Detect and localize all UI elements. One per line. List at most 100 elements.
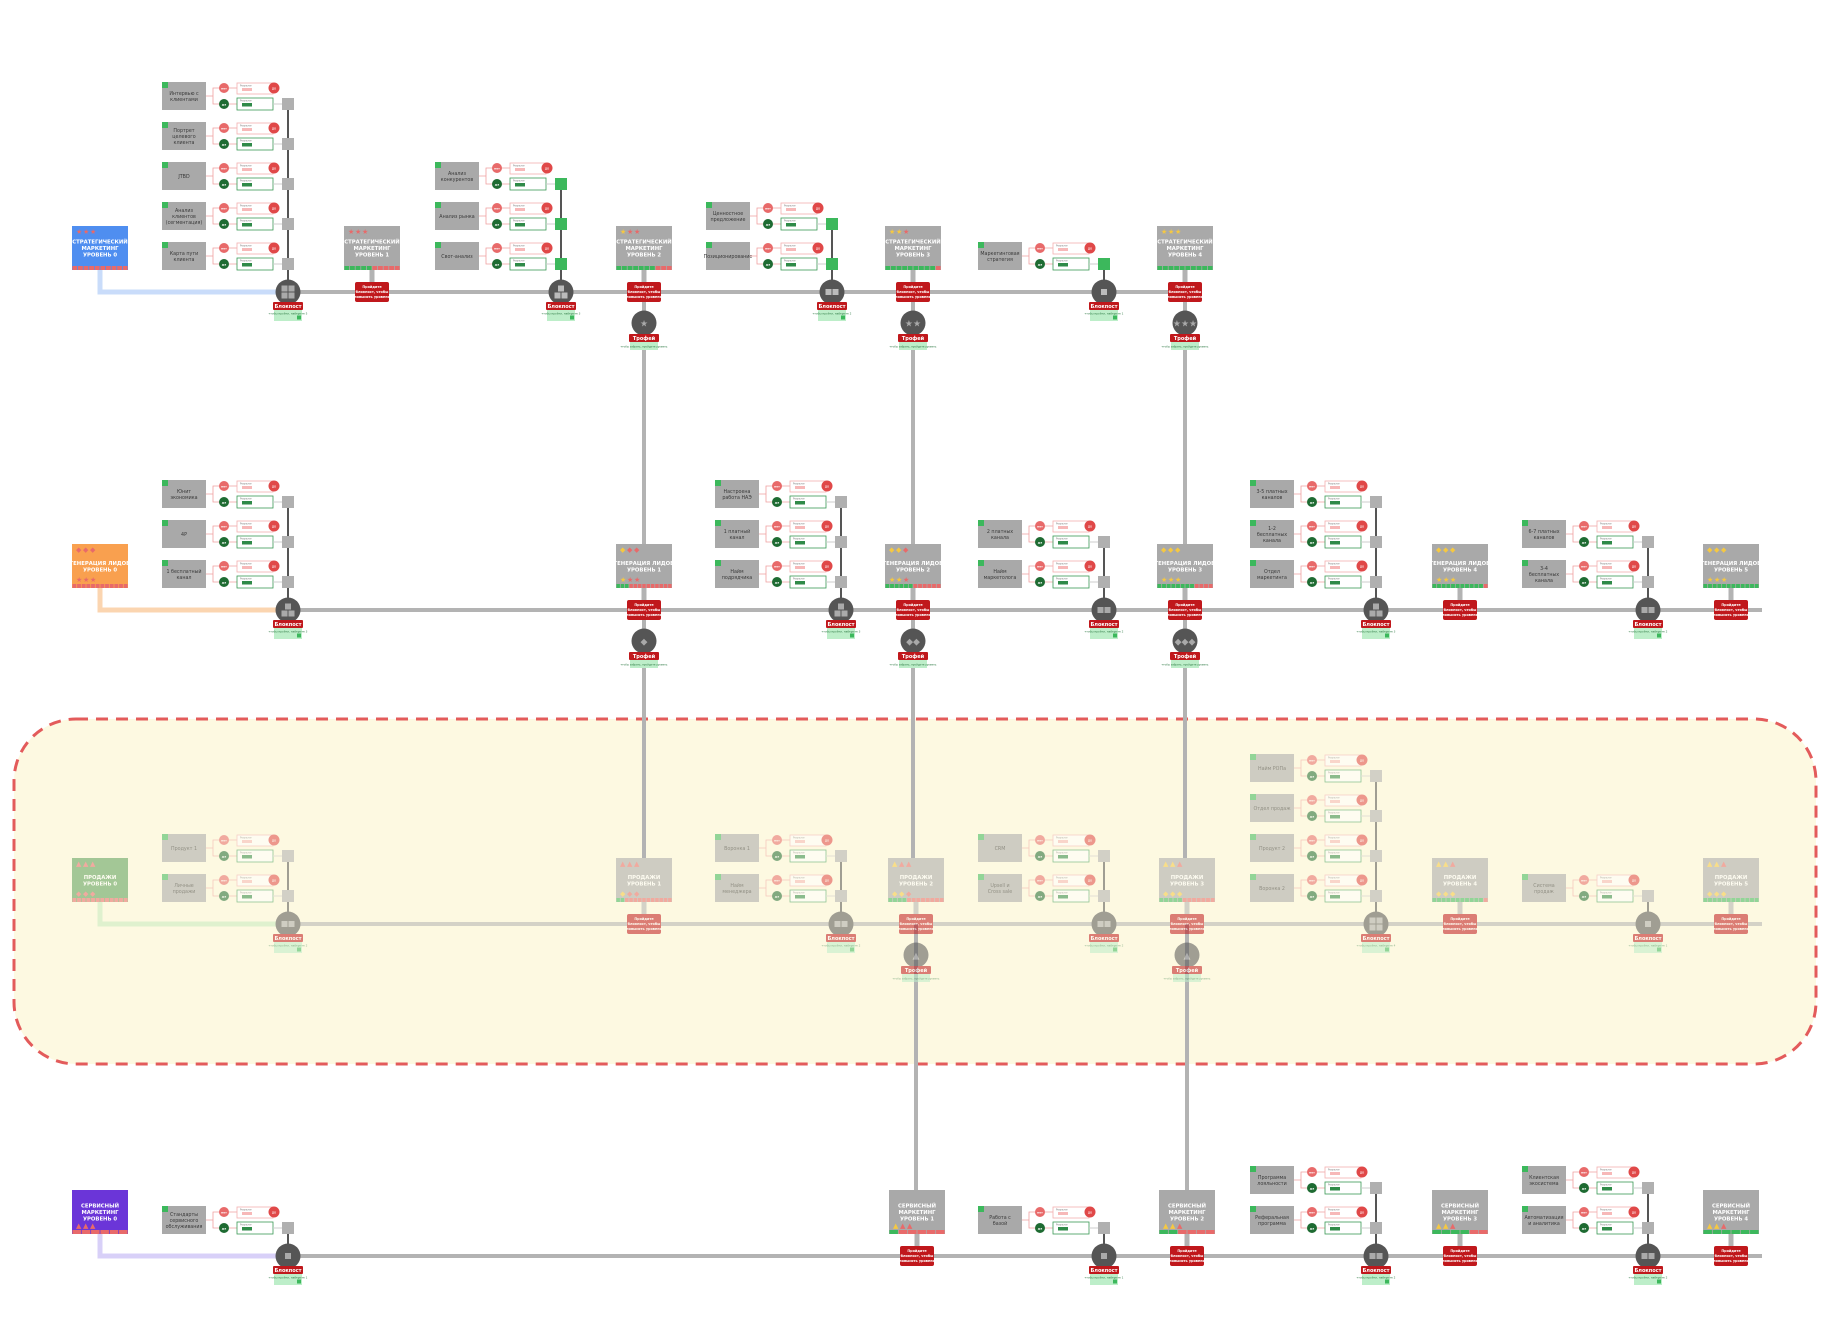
checkpoint-1-1[interactable]: Настроена работа НАЭ нет Результат go да Резул… [715, 480, 861, 639]
task-item[interactable]: 3-5 платных каналов нет Результат go да Резуль… [1250, 480, 1382, 509]
task-item[interactable]: 3-4 бесплатных канала нет Результат go да Резул… [1522, 560, 1654, 589]
task-item[interactable]: 1-2 бесплатных канала нет Результат go да Резул… [1250, 520, 1382, 549]
yes-button[interactable] [1579, 577, 1589, 587]
task-item[interactable]: Автоматизация и аналитика нет Результат go да… [1522, 1206, 1654, 1235]
task-card[interactable] [435, 162, 479, 190]
yes-button[interactable] [1307, 497, 1317, 507]
yes-button[interactable] [1579, 1223, 1589, 1233]
no-button[interactable] [219, 83, 229, 93]
no-button[interactable] [219, 521, 229, 531]
go-button[interactable] [268, 560, 280, 572]
no-button[interactable] [1307, 1207, 1317, 1217]
go-button[interactable] [1356, 560, 1368, 572]
checkpoint-3-2[interactable]: Программа лояльности нет Результат go да Резул… [1250, 1166, 1396, 1285]
task-card[interactable] [715, 520, 759, 548]
go-button[interactable] [1356, 834, 1368, 846]
task-item[interactable]: Ценностное предложение нет Результат go да Рез… [706, 202, 838, 231]
no-button[interactable] [1307, 481, 1317, 491]
yes-button[interactable] [492, 179, 502, 189]
no-button[interactable] [1035, 243, 1045, 253]
yes-button[interactable] [1035, 537, 1045, 547]
checkpoint-hub-circle[interactable] [275, 279, 301, 305]
task-item[interactable]: Портрет целевого клиента нет Результат go да Ре… [162, 122, 294, 151]
go-button[interactable] [1356, 794, 1368, 806]
yes-button[interactable] [492, 219, 502, 229]
go-button[interactable] [541, 242, 553, 254]
go-button[interactable] [1628, 560, 1640, 572]
no-button[interactable] [1579, 521, 1589, 531]
yes-button[interactable] [219, 577, 229, 587]
checkpoint-3-1[interactable]: Работа с базой нет Результат go да Результат Бл… [978, 1206, 1124, 1285]
go-button[interactable] [1628, 1166, 1640, 1178]
task-card[interactable] [715, 480, 759, 508]
no-button[interactable] [219, 835, 229, 845]
go-button[interactable] [1628, 874, 1640, 886]
task-item[interactable]: Отдел продаж нет Результат go да Результат [1250, 794, 1382, 823]
no-button[interactable] [492, 163, 502, 173]
task-card[interactable] [1250, 520, 1294, 548]
no-button[interactable] [772, 481, 782, 491]
checkpoint-0-0[interactable]: Интервью с клиентами нет Результат go да Резул… [162, 82, 308, 321]
task-card[interactable] [162, 122, 206, 150]
go-button[interactable] [268, 874, 280, 886]
checkpoint-hub-circle[interactable] [1363, 597, 1389, 623]
task-card[interactable] [162, 162, 206, 190]
task-item[interactable]: Стандарты сервисного обслуживания нет Резуль… [162, 1206, 294, 1235]
task-card[interactable] [1522, 520, 1566, 548]
go-button[interactable] [268, 520, 280, 532]
task-item[interactable]: Анализ рынка нет Результат go да Результат [435, 202, 567, 231]
task-item[interactable]: CRM нет Результат go да Результат [978, 834, 1110, 863]
no-button[interactable] [772, 521, 782, 531]
task-item[interactable]: Upsell и Cross sale нет Результат go да Резуль… [978, 874, 1110, 903]
trophy[interactable]: ▲ Трофей чтобы забрать, пройдите уровень [1164, 942, 1211, 983]
no-button[interactable] [219, 163, 229, 173]
go-button[interactable] [1084, 520, 1096, 532]
task-item[interactable]: Продукт 1 нет Результат go да Результат [162, 834, 294, 863]
no-button[interactable] [772, 835, 782, 845]
task-card[interactable] [435, 202, 479, 230]
task-item[interactable]: Найм менеджера нет Результат go да Результат [715, 874, 847, 903]
task-item[interactable]: 1 бесплатный канал нет Результат go да Результ… [162, 560, 294, 589]
task-item[interactable]: Анализ конкурентов нет Результат go да Результ… [435, 162, 567, 191]
yes-button[interactable] [1035, 1223, 1045, 1233]
task-item[interactable]: Личные продажи нет Результат go да Результат [162, 874, 294, 903]
checkpoint-0-3[interactable]: Маркетинговая стратегия нет Результат go да Ре… [978, 242, 1124, 321]
yes-button[interactable] [219, 851, 229, 861]
trophy[interactable]: ◆◆ Трофей чтобы забрать, пройдите уровень [890, 628, 937, 669]
no-button[interactable] [492, 203, 502, 213]
yes-button[interactable] [1307, 537, 1317, 547]
task-card[interactable] [1250, 874, 1294, 902]
task-card[interactable] [162, 520, 206, 548]
go-button[interactable] [268, 480, 280, 492]
task-card[interactable] [978, 520, 1022, 548]
no-button[interactable] [763, 203, 773, 213]
yes-button[interactable] [219, 1223, 229, 1233]
no-button[interactable] [219, 203, 229, 213]
go-button[interactable] [1356, 874, 1368, 886]
yes-button[interactable] [1307, 891, 1317, 901]
go-button[interactable] [268, 1206, 280, 1218]
task-card[interactable] [1522, 874, 1566, 902]
task-card[interactable] [715, 560, 759, 588]
task-card[interactable] [162, 874, 206, 902]
no-button[interactable] [219, 481, 229, 491]
yes-button[interactable] [772, 851, 782, 861]
no-button[interactable] [1579, 875, 1589, 885]
